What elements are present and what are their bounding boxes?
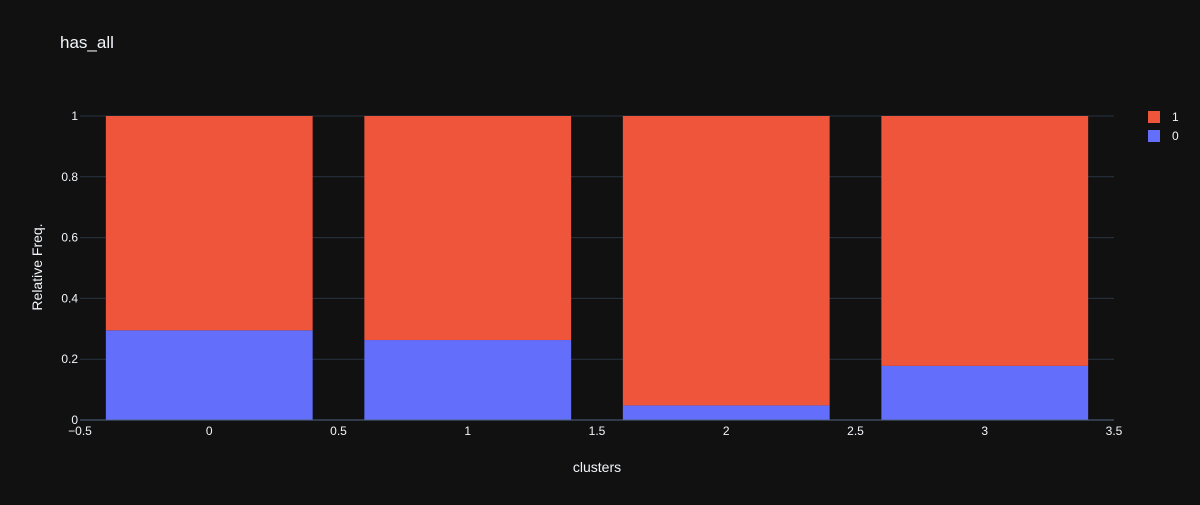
x-axis-label: clusters [573, 459, 621, 475]
x-tick-label: 0 [206, 424, 213, 438]
legend-swatch [1148, 130, 1160, 142]
bar-1-cluster-1 [364, 116, 572, 341]
bar-1-cluster-2 [622, 116, 830, 406]
x-axis: −0.5 0 0.5 1 1.5 2 2.5 3 3.5 [68, 419, 1123, 438]
y-tick-label: 1 [71, 109, 78, 123]
bar-0-cluster-0 [105, 330, 313, 420]
x-tick-label: 1 [464, 424, 471, 438]
bar-0-cluster-2 [622, 405, 830, 420]
x-tick-label: 3 [981, 424, 988, 438]
y-axis-label: Relative Freq. [29, 223, 45, 310]
y-tick-label: 0.6 [61, 231, 78, 245]
chart-title: has_all [60, 33, 114, 52]
legend-item-1[interactable]: 1 [1148, 108, 1179, 126]
y-tick-label: 0 [71, 413, 78, 427]
bars [105, 116, 1089, 420]
legend-swatch [1148, 111, 1160, 123]
bar-0-cluster-1 [364, 340, 572, 420]
y-tick-label: 0.8 [61, 170, 78, 184]
legend-item-0[interactable]: 0 [1148, 127, 1179, 145]
bar-1-cluster-0 [105, 116, 313, 331]
y-tick-label: 0.4 [61, 291, 78, 305]
x-tick-label: 0.5 [330, 424, 347, 438]
x-tick-label: 2 [723, 424, 730, 438]
x-tick-label: 3.5 [1106, 424, 1123, 438]
bar-0-cluster-3 [881, 365, 1089, 420]
x-tick-label: −0.5 [68, 424, 92, 438]
x-tick-label: 2.5 [847, 424, 864, 438]
y-axis: 0 0.2 0.4 0.6 0.8 1 [61, 109, 78, 427]
legend-label: 0 [1172, 129, 1179, 143]
y-tick-label: 0.2 [61, 352, 78, 366]
legend-label: 1 [1172, 110, 1179, 124]
bar-1-cluster-3 [881, 116, 1089, 366]
x-tick-label: 1.5 [589, 424, 606, 438]
